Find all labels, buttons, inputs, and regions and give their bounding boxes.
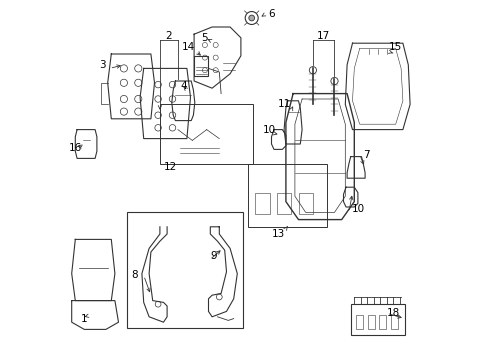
Text: 15: 15: [388, 42, 402, 52]
Circle shape: [248, 15, 254, 21]
Text: 12: 12: [164, 162, 177, 172]
Text: 8: 8: [131, 270, 138, 280]
Bar: [298, 193, 312, 214]
Bar: [367, 315, 374, 329]
Text: 9: 9: [210, 251, 217, 261]
Bar: [378, 315, 386, 329]
Text: 2: 2: [165, 31, 172, 41]
Bar: [355, 315, 363, 329]
Bar: [350, 304, 404, 335]
Bar: [194, 56, 208, 76]
Text: 1: 1: [81, 314, 87, 324]
Text: 10: 10: [350, 204, 364, 214]
Bar: [390, 315, 397, 329]
Bar: [127, 212, 242, 328]
Text: 16: 16: [68, 143, 82, 153]
Text: 3: 3: [99, 60, 105, 70]
Bar: [276, 193, 291, 214]
Bar: [255, 193, 269, 214]
Text: 14: 14: [182, 42, 195, 52]
Text: 18: 18: [386, 308, 400, 318]
Bar: [160, 104, 253, 164]
Text: 10: 10: [263, 125, 276, 135]
Bar: [247, 164, 326, 227]
Text: 6: 6: [267, 9, 274, 19]
Text: 7: 7: [363, 150, 369, 160]
Text: 13: 13: [271, 229, 285, 239]
Text: 4: 4: [180, 81, 186, 91]
Text: 11: 11: [277, 99, 290, 109]
Text: 5: 5: [201, 33, 208, 43]
Text: 17: 17: [316, 31, 330, 41]
